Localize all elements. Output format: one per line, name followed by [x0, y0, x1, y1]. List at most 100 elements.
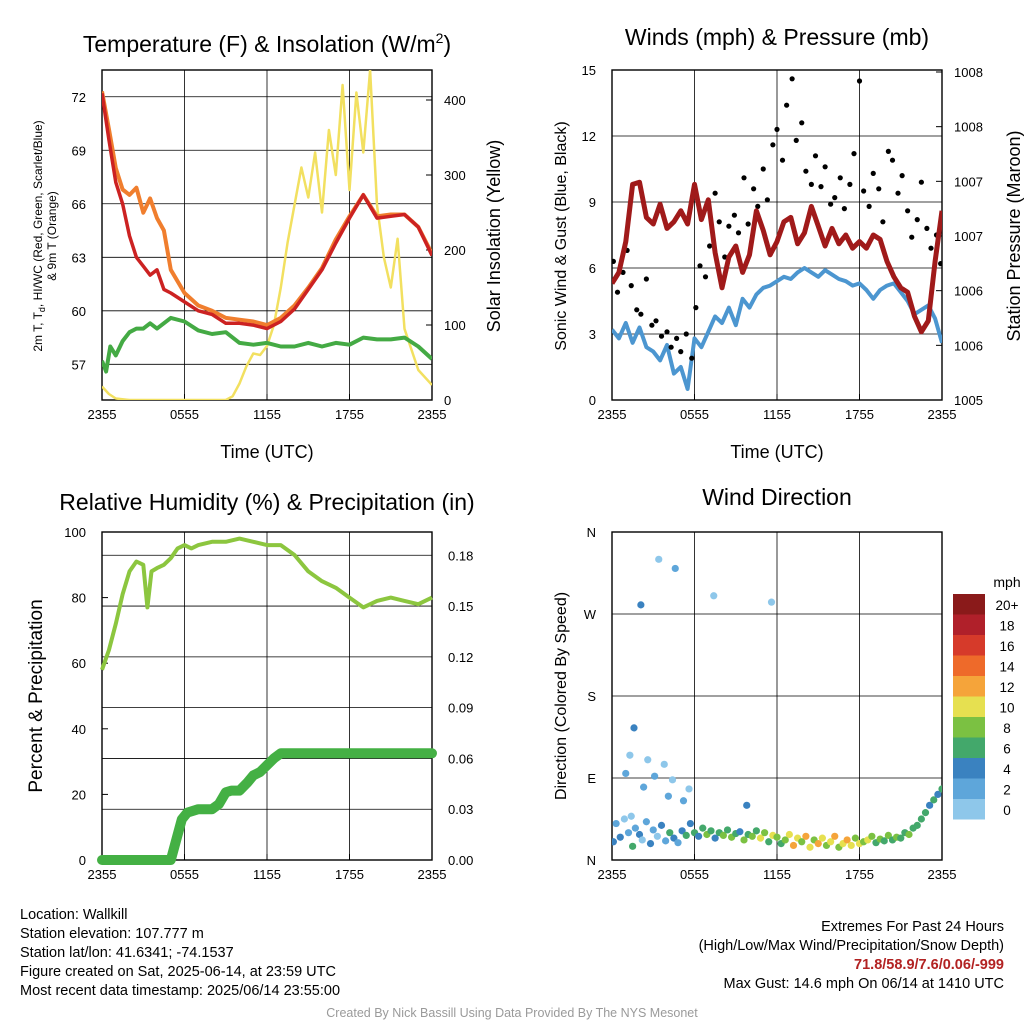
temperature-y2label: Solar Insolation (Yellow) — [484, 140, 504, 332]
humidity-xtick-label: 2355 — [418, 867, 447, 882]
direction-point — [802, 832, 810, 840]
humidity-ytick-label: 0 — [79, 853, 86, 868]
winds-y2tick-label: 1005 — [954, 393, 983, 408]
gust-point — [745, 221, 751, 227]
temperature-xtick-label: 0555 — [170, 407, 199, 422]
speed-legend-label: 12 — [999, 680, 1014, 695]
direction-point — [666, 829, 674, 837]
temperature-y2tick-label: 0 — [444, 393, 451, 408]
winds-y2tick-label: 1007 — [954, 174, 983, 189]
direction-point — [646, 840, 655, 848]
speed-legend-label: 16 — [999, 639, 1014, 654]
gust-point — [612, 258, 616, 264]
winds-ytick-label: 9 — [589, 195, 596, 210]
direction-ytick-label: E — [587, 771, 596, 786]
gust-point — [707, 243, 713, 249]
direction-point — [612, 819, 620, 828]
direction-point — [736, 828, 744, 836]
winds-ytick-label: 12 — [582, 129, 596, 144]
extremes-header: Extremes For Past 24 Hours — [821, 919, 1004, 935]
gust-point — [924, 225, 930, 231]
direction-point — [743, 801, 751, 809]
direction-title: Wind Direction — [702, 484, 852, 510]
gust-point — [784, 102, 790, 108]
direction-ytick-label: S — [587, 689, 596, 704]
gust-point — [664, 329, 670, 335]
direction-point — [827, 838, 835, 846]
gust-point — [909, 234, 915, 240]
winds-ytick-label: 6 — [589, 261, 596, 276]
winds-y2tick-label: 1006 — [954, 284, 983, 299]
direction-point — [653, 832, 661, 840]
gust-point — [880, 219, 886, 225]
dewpoint-line — [102, 315, 432, 374]
direction-point — [635, 830, 644, 839]
speed-legend-label: 6 — [1003, 742, 1011, 757]
gust-point — [755, 203, 761, 209]
speed-legend-swatch — [953, 635, 985, 656]
gust-point — [726, 223, 732, 229]
wind-line — [612, 266, 942, 391]
direction-point — [798, 838, 806, 846]
humidity-panel — [97, 531, 437, 865]
speed-legend-swatch — [953, 737, 985, 758]
credit-text: Created By Nick Bassill Using Data Provi… — [326, 1006, 698, 1020]
humidity-y2tick-label: 0.09 — [448, 701, 473, 716]
gust-point — [905, 208, 911, 214]
gust-point — [895, 190, 901, 196]
gust-point — [735, 230, 742, 236]
max-gust-text: Max Gust: 14.6 mph On 06/14 at 1410 UTC — [723, 976, 1004, 992]
winds-ytick-label: 15 — [582, 63, 596, 78]
direction-point — [917, 815, 925, 823]
speed-legend-label: 2 — [1003, 783, 1011, 798]
gust-point — [653, 318, 659, 324]
humidity-ytick-label: 20 — [72, 787, 86, 802]
gust-point — [770, 142, 776, 148]
winds-xtick-label: 1755 — [845, 407, 874, 422]
direction-point — [644, 756, 652, 764]
temperature-ytick-label: 57 — [72, 357, 86, 372]
direction-point — [627, 812, 635, 820]
gust-point — [899, 173, 905, 179]
gust-point — [702, 274, 709, 280]
direction-point — [868, 832, 876, 840]
extremes-info: Extremes For Past 24 Hours (High/Low/Max… — [699, 918, 1004, 994]
gust-point — [779, 157, 786, 163]
humidity-line — [100, 536, 433, 671]
speed-legend-swatch — [953, 655, 985, 676]
direction-point — [710, 592, 718, 600]
gust-point — [928, 245, 934, 251]
direction-point — [678, 827, 686, 835]
temperature-ytick-label: 69 — [72, 143, 86, 158]
direction-point — [905, 830, 913, 839]
winds-ytick-label: 3 — [589, 327, 596, 342]
gust-point — [870, 170, 876, 176]
gust-point — [697, 263, 703, 269]
humidity-y2tick-label: 0.06 — [448, 751, 473, 766]
gust-point — [789, 76, 795, 82]
direction-point — [638, 836, 646, 844]
temperature-xtick-label: 2355 — [88, 407, 117, 422]
direction-point — [806, 843, 814, 851]
speed-legend-swatch — [953, 594, 985, 615]
direction-point — [670, 834, 678, 842]
winds-ylabel: Sonic Wind & Gust (Blue, Black) — [553, 121, 570, 350]
gust-point — [856, 78, 863, 84]
direction-point — [620, 815, 628, 823]
created-text: Figure created on Sat, 2025-06-14, at 23… — [20, 964, 336, 980]
temperature-panel — [101, 69, 433, 401]
temperature-y2tick-label: 100 — [444, 318, 466, 333]
gust-point — [808, 181, 814, 187]
direction-point — [612, 838, 617, 846]
gust-point — [803, 168, 809, 174]
winds-ytick-label: 0 — [589, 393, 596, 408]
speed-legend-swatch — [953, 758, 985, 779]
elevation-text: Station elevation: 107.777 m — [20, 926, 204, 942]
direction-point — [699, 824, 707, 832]
gust-point — [614, 289, 621, 295]
gust-point — [832, 195, 838, 201]
humidity-y2tick-label: 0.18 — [448, 548, 473, 563]
speed-legend-label: 18 — [999, 619, 1014, 634]
gust-point — [731, 212, 737, 218]
